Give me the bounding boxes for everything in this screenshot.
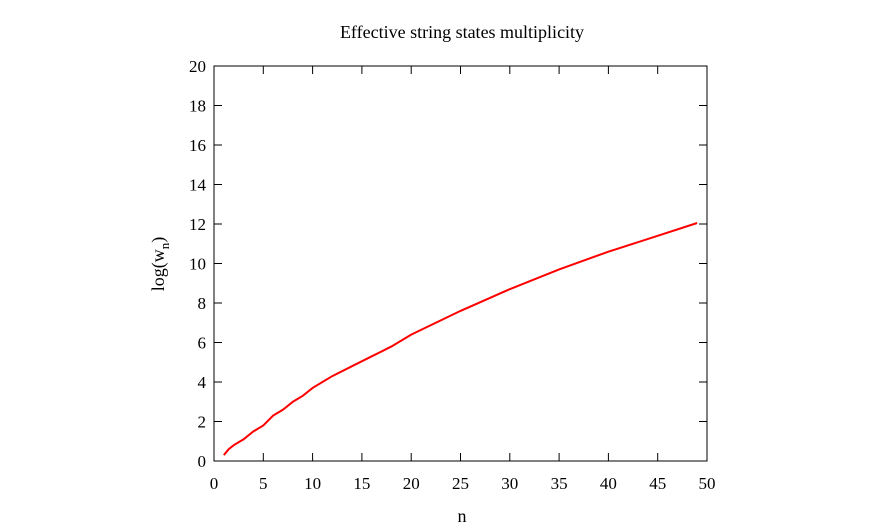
y-label-sub: n [157, 242, 172, 249]
y-label-base: log(w [148, 249, 169, 291]
x-tick-label: 45 [649, 474, 666, 493]
y-label-close: ) [148, 237, 169, 243]
x-tick-label: 20 [403, 474, 420, 493]
x-tick-label: 10 [304, 474, 321, 493]
y-tick-label: 6 [198, 334, 207, 353]
y-tick-label: 18 [189, 97, 206, 116]
y-tick-label: 2 [198, 413, 207, 432]
y-tick-label: 14 [189, 176, 207, 195]
x-tick-label: 30 [501, 474, 518, 493]
x-tick-label: 5 [259, 474, 268, 493]
y-tick-label: 8 [198, 294, 207, 313]
x-tick-label: 35 [551, 474, 568, 493]
x-tick-label: 40 [600, 474, 617, 493]
x-tick-label: 15 [353, 474, 370, 493]
data-line [223, 222, 698, 456]
y-tick-label: 10 [189, 255, 206, 274]
x-tick-label: 50 [699, 474, 716, 493]
chart-title: Effective string states multiplicity [340, 22, 584, 42]
x-tick-label: 0 [210, 474, 219, 493]
y-tick-label: 12 [189, 215, 206, 234]
y-tick-label: 0 [198, 452, 207, 471]
y-tick-label: 16 [189, 136, 206, 155]
y-tick-label: 4 [198, 373, 207, 392]
x-axis-label: n [458, 506, 467, 526]
y-tick-label: 20 [189, 57, 206, 76]
y-axis-label: log(wn) [148, 237, 172, 292]
x-tick-label: 25 [452, 474, 469, 493]
